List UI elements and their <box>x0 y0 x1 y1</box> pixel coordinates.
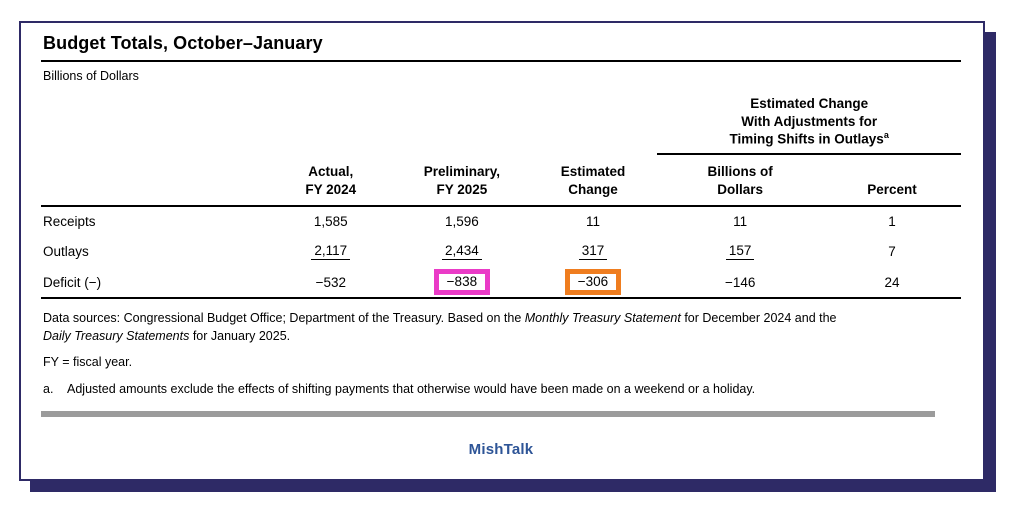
row-label-receipts: Receipts <box>43 214 96 230</box>
group-header-line1: Estimated Change <box>750 96 869 111</box>
report-frame: Budget Totals, October–January Billions … <box>19 21 985 481</box>
data-sources-note: Data sources: Congressional Budget Offic… <box>43 311 837 343</box>
fy-definition-note: FY = fiscal year. <box>43 355 133 370</box>
deficit-actual: −532 <box>266 267 396 300</box>
column-header-category <box>41 154 267 208</box>
group-header-timing-shifts: Estimated Change With Adjustments for Ti… <box>657 95 961 156</box>
budget-table: Estimated Change With Adjustments for Ti… <box>41 95 961 300</box>
group-header-row: Estimated Change With Adjustments for Ti… <box>41 95 961 156</box>
receipts-adjusted-billions: 11 <box>733 214 748 230</box>
page-title: Budget Totals, October–January <box>41 31 961 62</box>
receipts-actual: 1,585 <box>313 214 348 230</box>
italic-daily-treasury-statements: Daily Treasury Statements <box>43 328 190 343</box>
footnote-a-text: Adjusted amounts exclude the effects of … <box>67 381 756 396</box>
footnote-a-marker: a <box>883 130 889 141</box>
outlays-preliminary: 2,434 <box>395 236 528 267</box>
deficit-adjusted-billions: −146 <box>657 267 823 300</box>
table-row-deficit: Deficit (−) −532 −838 −306 −146 24 <box>41 267 961 300</box>
outlays-adjusted-percent: 7 <box>888 244 896 260</box>
column-header-billions-of-dollars: Billions of Dollars <box>657 154 823 208</box>
column-header-row: Actual, FY 2024 Preliminary, FY 2025 Est… <box>41 154 961 208</box>
deficit-preliminary: −838 <box>395 267 529 300</box>
group-header-line2: With Adjustments for <box>741 113 878 129</box>
outlays-estimated-change: 317 <box>529 236 658 267</box>
column-header-percent: Percent <box>822 154 961 208</box>
group-header-line3: Timing Shifts in Outlaysa <box>729 130 889 147</box>
outlays-actual: 2,117 <box>266 236 395 267</box>
deficit-adjusted-percent: 24 <box>822 267 961 300</box>
table-row-outlays: Outlays 2,117 2,434 317 157 7 <box>41 236 961 267</box>
bottom-divider-bar <box>41 411 935 418</box>
estimated-change-deficit-highlight-box: −306 <box>564 269 622 296</box>
column-header-preliminary-fy2025: Preliminary, FY 2025 <box>395 154 529 208</box>
row-label-deficit: Deficit (−) <box>41 267 267 300</box>
deficit-estimated-change: −306 <box>528 267 658 300</box>
table-row-receipts: Receipts 1,585 1,596 11 11 1 <box>41 206 961 236</box>
receipts-preliminary: 1,596 <box>444 214 479 230</box>
receipts-adjusted-percent: 1 <box>888 214 896 230</box>
column-header-estimated-change: Estimated Change <box>528 154 658 208</box>
preliminary-deficit-highlight-box: −838 <box>433 269 491 296</box>
row-label-outlays: Outlays <box>43 244 89 260</box>
italic-monthly-treasury-statement: Monthly Treasury Statement <box>524 311 681 326</box>
footnote-a-label: a. <box>43 381 54 396</box>
column-header-actual-fy2024: Actual, FY 2024 <box>266 154 396 208</box>
mishtalk-watermark: MishTalk <box>468 441 534 459</box>
footnote-a: a. Adjusted amounts exclude the effects … <box>41 381 961 399</box>
receipts-estimated-change: 11 <box>585 214 600 230</box>
outlays-adjusted-billions: 157 <box>657 236 823 267</box>
units-label: Billions of Dollars <box>43 69 139 83</box>
